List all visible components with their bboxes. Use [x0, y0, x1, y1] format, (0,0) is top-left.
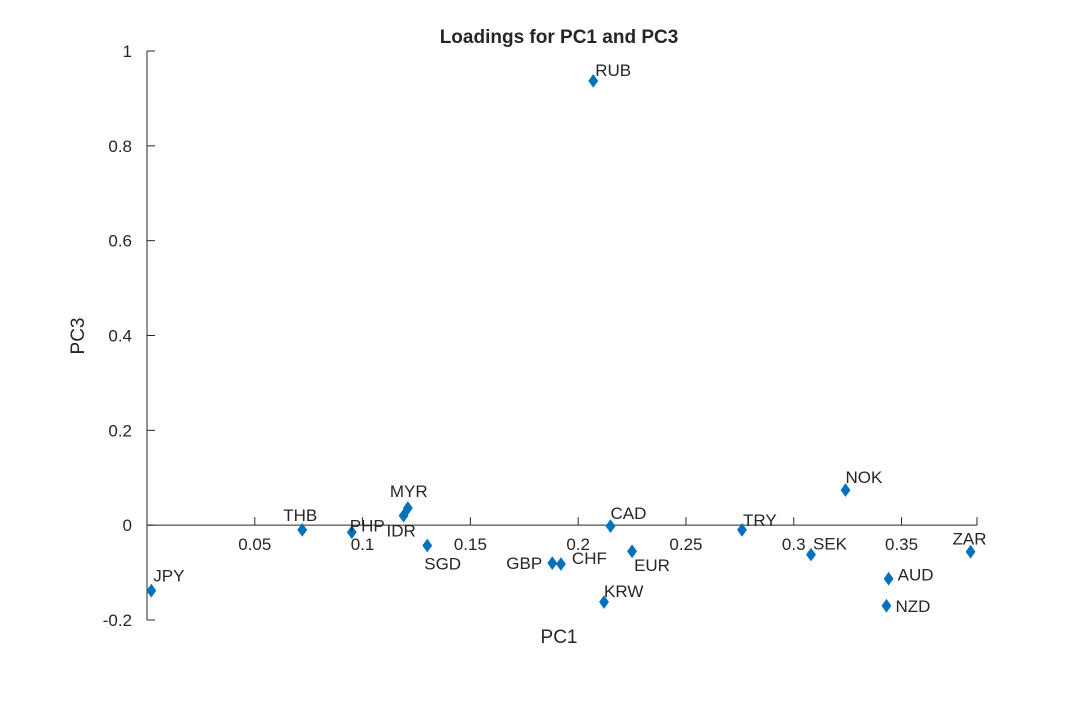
- chart-title: Loadings for PC1 and PC3: [440, 27, 679, 48]
- data-point-cad: [605, 519, 616, 533]
- x-tick-label: 0.35: [885, 535, 918, 554]
- point-label-idr: IDR: [387, 522, 416, 541]
- y-tick-label: 1: [123, 42, 132, 61]
- data-point-php: [346, 525, 357, 540]
- point-label-thb: THB: [283, 506, 317, 525]
- x-tick-label: 0.2: [566, 535, 590, 554]
- point-label-cad: CAD: [611, 504, 647, 523]
- point-label-zar: ZAR: [953, 530, 987, 549]
- data-point-sek: [806, 547, 816, 562]
- x-tick-label: 0.25: [669, 535, 702, 554]
- y-tick-label: 0.8: [108, 137, 132, 156]
- point-label-php: PHP: [350, 516, 385, 535]
- point-label-jpy: JPY: [153, 567, 184, 586]
- point-label-gbp: GBP: [506, 554, 542, 573]
- y-tick-label: 0.6: [108, 232, 132, 251]
- point-label-nzd: NZD: [895, 597, 930, 616]
- y-tick-label: 0: [123, 516, 132, 535]
- point-label-sgd: SGD: [424, 555, 461, 574]
- point-label-aud: AUD: [898, 566, 934, 585]
- y-axis-title: PC3: [68, 318, 89, 355]
- data-point-rub: [588, 74, 599, 88]
- data-point-chf: [555, 557, 566, 571]
- x-tick-label: 0.15: [454, 535, 487, 554]
- data-point-nok: [840, 483, 851, 497]
- point-label-myr: MYR: [390, 482, 428, 501]
- point-label-chf: CHF: [572, 549, 607, 568]
- data-point-nzd: [881, 598, 892, 613]
- y-tick-label: 0.4: [108, 327, 132, 346]
- data-point-gbp: [547, 556, 558, 570]
- x-tick-label: 0.05: [238, 535, 271, 554]
- data-point-aud: [883, 571, 894, 586]
- data-point-eur: [627, 544, 638, 559]
- data-point-idr: [398, 508, 409, 523]
- point-label-sek: SEK: [813, 535, 848, 554]
- x-tick-label: 0.1: [351, 535, 375, 554]
- y-tick-label: -0.2: [103, 611, 132, 630]
- y-tick-label: 0.2: [108, 421, 132, 440]
- data-point-thb: [297, 523, 308, 537]
- x-axis-title: PC1: [541, 627, 578, 648]
- point-label-krw: KRW: [604, 582, 643, 601]
- data-point-myr: [402, 501, 413, 515]
- point-label-nok: NOK: [845, 468, 883, 487]
- data-point-try: [737, 523, 747, 537]
- point-label-try: TRY: [743, 511, 777, 530]
- data-point-zar: [965, 544, 976, 559]
- point-label-rub: RUB: [595, 61, 631, 80]
- data-point-krw: [599, 595, 609, 609]
- axes: -0.2 0 0.2 0.4 0.6 0.8 1 0.05 0.1 0.15 0.2 0.25 0.3 0…: [103, 42, 978, 630]
- point-label-eur: EUR: [634, 556, 670, 575]
- data-point-sgd: [422, 538, 433, 553]
- x-tick-label: 0.3: [782, 535, 806, 554]
- data-points: JPY THB PHP MYR IDR SGD GBP CHF RUB KRW CAD EUR TRY S…: [146, 61, 987, 616]
- data-point-jpy: [146, 583, 157, 598]
